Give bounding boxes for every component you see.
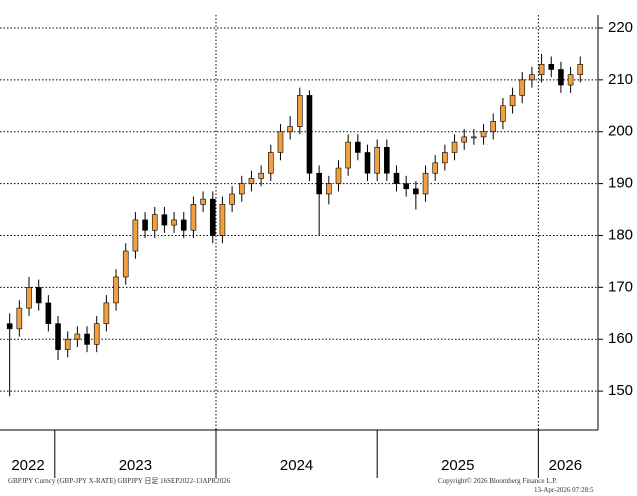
candle-body bbox=[248, 178, 255, 184]
candle-body bbox=[287, 126, 293, 133]
candle-body bbox=[64, 338, 71, 350]
candle-body bbox=[364, 152, 371, 174]
candle-body bbox=[229, 193, 235, 205]
candle-body bbox=[509, 95, 516, 107]
candle-body bbox=[180, 219, 187, 231]
candle-body bbox=[422, 172, 429, 195]
candle-body bbox=[200, 198, 206, 205]
candle-body bbox=[161, 214, 168, 226]
candle-body bbox=[93, 323, 100, 345]
footer-copyright: Copyright© 2026 Bloomberg Finance L.P. bbox=[438, 477, 557, 485]
y-tick-label: 170 bbox=[608, 278, 633, 295]
candle-body bbox=[74, 333, 81, 340]
candle-body bbox=[393, 172, 400, 184]
candle-body bbox=[171, 219, 177, 226]
footer-timestamp: 13-Apr-2026 07:28:5 bbox=[534, 486, 594, 494]
x-year-label: 2022 bbox=[11, 457, 44, 474]
candle-body bbox=[151, 214, 158, 231]
candle-body bbox=[316, 172, 322, 195]
candle-body bbox=[26, 287, 32, 309]
candle-body bbox=[558, 69, 564, 86]
candle-body bbox=[432, 162, 439, 174]
candle-body bbox=[355, 141, 361, 153]
y-tick-label: 220 bbox=[608, 19, 633, 36]
candle-body bbox=[190, 204, 197, 231]
candle-body bbox=[471, 136, 477, 139]
candle-body bbox=[297, 95, 303, 127]
candle-body bbox=[132, 219, 139, 252]
candle-body bbox=[403, 183, 409, 190]
candle-body bbox=[84, 333, 90, 345]
y-tick-label: 200 bbox=[608, 123, 633, 140]
x-year-label: 2026 bbox=[549, 457, 582, 474]
candle-body bbox=[490, 121, 497, 133]
candle-body bbox=[35, 287, 42, 304]
candle-body bbox=[267, 152, 274, 174]
y-tick-label: 150 bbox=[608, 382, 633, 399]
y-tick-label: 160 bbox=[608, 330, 633, 347]
candle-body bbox=[16, 307, 23, 330]
candle-body bbox=[519, 79, 526, 96]
candle-body bbox=[142, 219, 148, 231]
y-tick-label: 180 bbox=[608, 226, 633, 243]
y-tick-label: 190 bbox=[608, 175, 633, 192]
candle-body bbox=[500, 105, 506, 122]
x-year-label: 2023 bbox=[119, 457, 152, 474]
y-tick-label: 210 bbox=[608, 71, 633, 88]
candle-body bbox=[326, 183, 332, 195]
x-year-label: 2024 bbox=[280, 457, 313, 474]
candle-body bbox=[480, 131, 487, 138]
candle-body bbox=[103, 302, 110, 324]
candle-body bbox=[538, 63, 545, 75]
footer-left: GBPJPY Curncy (GBP-JPY X-RATE) GBPJPY 日足… bbox=[8, 477, 231, 485]
candle-body bbox=[55, 323, 61, 350]
candle-body bbox=[306, 95, 313, 174]
candle-body bbox=[451, 141, 458, 153]
candle-body bbox=[209, 198, 216, 236]
candle-body bbox=[122, 250, 129, 278]
candle-body bbox=[335, 167, 342, 184]
candle-body bbox=[548, 63, 555, 70]
candle-body bbox=[45, 302, 52, 324]
candle-body bbox=[6, 323, 13, 330]
x-year-label: 2025 bbox=[441, 457, 474, 474]
candle-body bbox=[384, 146, 390, 174]
candle-body bbox=[567, 74, 574, 86]
candle-body bbox=[374, 146, 380, 174]
candle-body bbox=[577, 63, 584, 75]
candle-body bbox=[442, 152, 448, 164]
candle-body bbox=[219, 204, 226, 236]
candle-body bbox=[529, 74, 535, 81]
candle-body bbox=[413, 188, 419, 195]
candle-body bbox=[277, 131, 284, 153]
candle-body bbox=[113, 276, 119, 304]
candle-body bbox=[461, 136, 468, 143]
candle-body bbox=[258, 172, 264, 179]
candle-body bbox=[345, 141, 351, 169]
candle-body bbox=[238, 183, 245, 195]
